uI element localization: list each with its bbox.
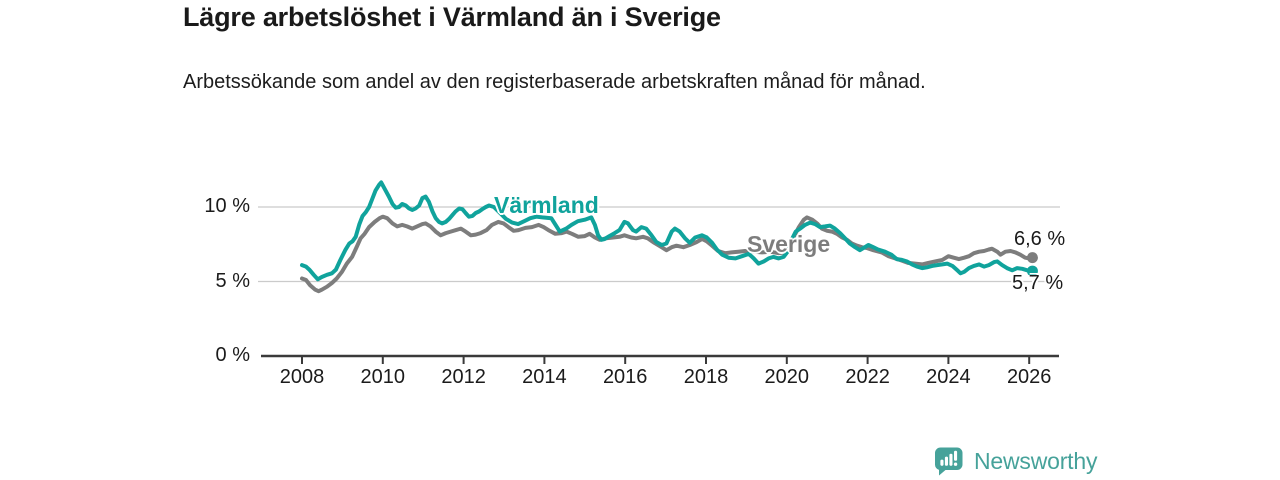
series-end-dot-värmland (1026, 265, 1038, 277)
chart-title: Lägre arbetslöshet i Värmland än i Sveri… (183, 2, 721, 32)
x-axis-label-2024: 2024 (926, 366, 971, 388)
chart-subtitle: Arbetssökande som andel av den registerb… (183, 71, 926, 93)
x-axis-label-2026: 2026 (1006, 366, 1052, 388)
x-axis-label-2012: 2012 (441, 366, 486, 388)
x-axis-label-2010: 2010 (360, 366, 406, 388)
end-value-label-värmland: 5,7 % (1012, 272, 1064, 294)
x-axis-label-2008: 2008 (279, 366, 325, 388)
series-line-värmland (300, 180, 1035, 282)
x-axis-label-2018: 2018 (683, 366, 729, 388)
newsworthy-bubble-chart-icon (935, 447, 963, 476)
y-axis-label-5: 5 % (215, 269, 250, 292)
y-axis-label-10: 10 % (204, 195, 250, 217)
end-value-label-sverige: 6,6 % (1014, 228, 1066, 250)
x-axis-label-2022: 2022 (845, 366, 890, 388)
x-axis-label-2014: 2014 (522, 366, 567, 388)
series-label-värmland: Värmland (494, 192, 599, 218)
series-end-dot-sverige (1026, 252, 1038, 264)
newsworthy-wordmark: Newsworthy (974, 448, 1098, 474)
x-axis-label-2020: 2020 (764, 366, 810, 388)
series-line-sverige (300, 214, 1035, 294)
y-axis-label-0: 0 % (215, 344, 250, 366)
newsworthy-logo[interactable]: Newsworthy (935, 447, 1097, 476)
series-label-sverige: Sverige (747, 231, 831, 257)
x-axis-label-2016: 2016 (602, 366, 648, 388)
